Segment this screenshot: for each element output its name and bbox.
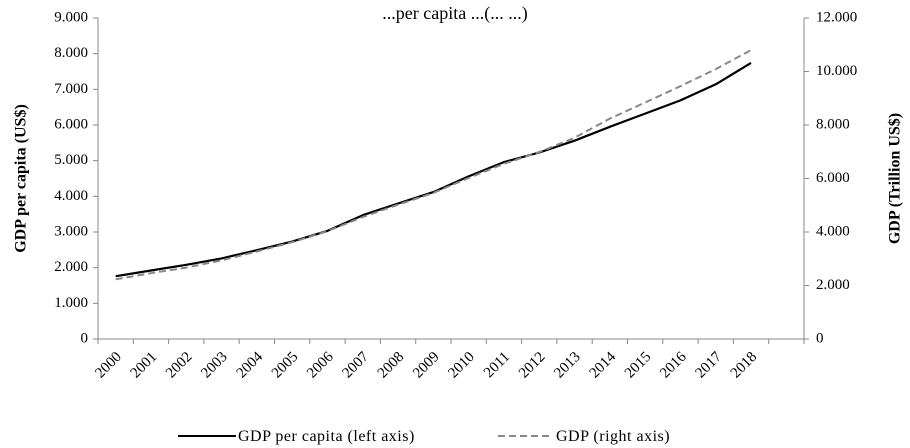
y-left-tick-label: 7.000 xyxy=(54,81,88,97)
x-tick-label: 2010 xyxy=(445,349,478,382)
x-tick-label: 2011 xyxy=(481,349,513,381)
legend-label-gdp: GDP (right axis) xyxy=(556,428,670,445)
x-tick-label: 2018 xyxy=(728,349,761,382)
x-tick-label: 2009 xyxy=(410,349,443,382)
y-right-tick-label: 4.000 xyxy=(816,223,850,239)
y-axis-left-title: GDP per capita (US$) xyxy=(13,104,30,253)
y-right-tick-label: 0 xyxy=(816,330,824,346)
left-axis-ticks: 0 1.000 2.000 3.000 4.000 5.000 6.000 7.000 8.00… xyxy=(54,9,98,346)
y-right-tick-label: 12.000 xyxy=(816,9,857,25)
y-right-tick-label: 10.000 xyxy=(816,63,857,79)
x-tick-label: 2017 xyxy=(692,349,725,382)
x-tick-label: 2013 xyxy=(551,349,584,382)
x-tick-label: 2005 xyxy=(269,349,302,382)
chart-title: ...per capita ...(... ...) xyxy=(382,3,527,24)
legend: GDP per capita (left axis) GDP (right ax… xyxy=(178,428,670,445)
x-tick-label: 2000 xyxy=(92,349,125,382)
x-tick-label: 2006 xyxy=(304,349,337,382)
y-left-tick-label: 3.000 xyxy=(54,223,88,239)
y-left-tick-label: 5.000 xyxy=(54,152,88,168)
y-left-tick-label: 8.000 xyxy=(54,45,88,61)
y-left-tick-label: 4.000 xyxy=(54,188,88,204)
y-left-tick-label: 6.000 xyxy=(54,116,88,132)
x-tick-label: 2015 xyxy=(622,349,655,382)
series-lines xyxy=(115,49,752,281)
y-right-tick-label: 2.000 xyxy=(816,277,850,293)
series-line-0 xyxy=(115,61,752,278)
x-tick-label: 2001 xyxy=(128,349,161,382)
y-right-tick-label: 8.000 xyxy=(816,116,850,132)
y-left-tick-label: 2.000 xyxy=(54,259,88,275)
x-tick-label: 2016 xyxy=(657,349,690,382)
x-tick-label: 2014 xyxy=(587,349,620,382)
y-left-tick-label: 0 xyxy=(81,330,89,346)
right-axis-ticks: 0 2.000 4.000 6.000 8.000 10.000 12.000 xyxy=(804,9,857,346)
x-tick-label: 2002 xyxy=(163,349,196,382)
y-axis-right-title: GDP (Trillion US$) xyxy=(887,113,904,244)
x-axis-ticks: 2000 2001 2002 2003 2004 2005 2006 2007 2008 2009… xyxy=(92,339,805,382)
y-left-tick-label: 1.000 xyxy=(54,295,88,311)
legend-label-gdp-per-capita: GDP per capita (left axis) xyxy=(238,428,415,445)
x-tick-label: 2012 xyxy=(516,349,549,382)
x-tick-label: 2007 xyxy=(339,349,372,382)
axes xyxy=(97,18,805,340)
x-tick-label: 2008 xyxy=(375,349,408,382)
x-tick-label: 2003 xyxy=(198,349,231,382)
series-line-1 xyxy=(115,49,752,281)
y-right-tick-label: 6.000 xyxy=(816,170,850,186)
x-tick-label: 2004 xyxy=(234,349,267,382)
y-left-tick-label: 9.000 xyxy=(54,9,88,25)
